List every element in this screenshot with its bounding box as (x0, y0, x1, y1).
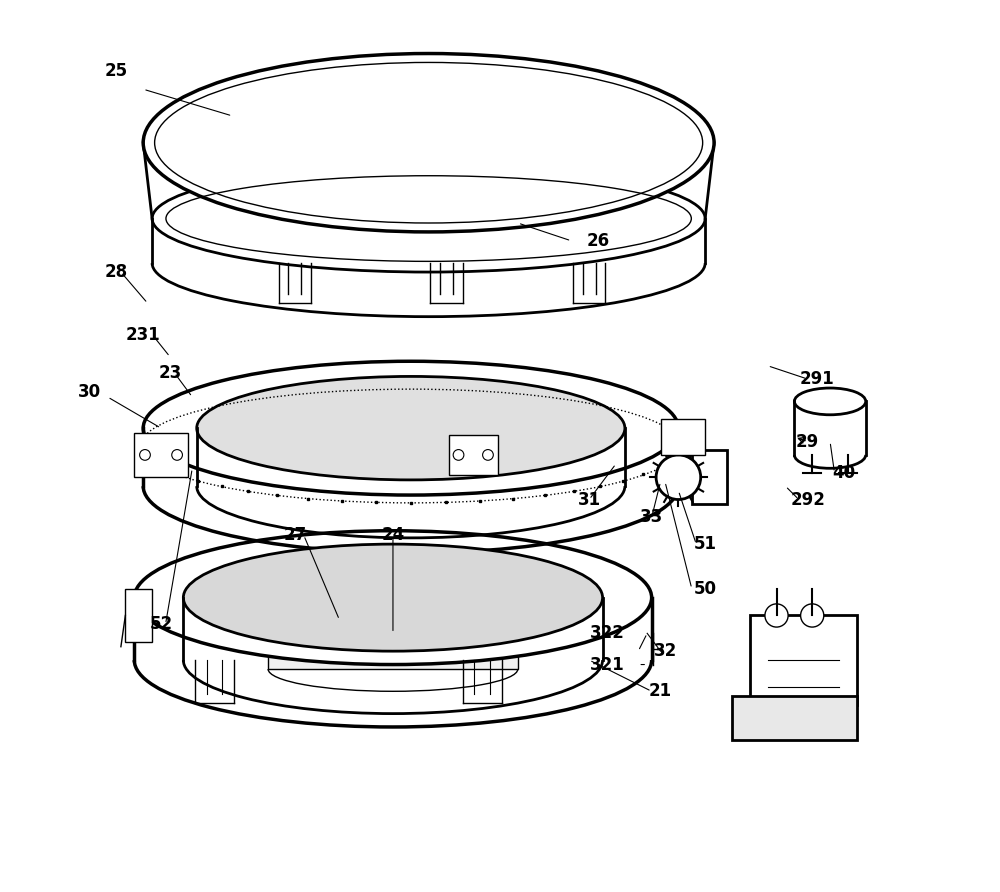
Text: 21: 21 (649, 682, 672, 700)
Circle shape (656, 455, 701, 500)
Ellipse shape (197, 376, 625, 480)
Ellipse shape (183, 544, 603, 651)
Text: 26: 26 (587, 232, 610, 250)
Text: 322: 322 (590, 624, 624, 642)
Text: 52: 52 (149, 615, 173, 633)
Text: 231: 231 (126, 326, 161, 343)
Bar (732, 696, 857, 740)
Circle shape (765, 604, 788, 627)
Text: 32: 32 (653, 642, 677, 660)
Text: 321: 321 (590, 656, 624, 673)
Bar (268, 607, 518, 669)
Text: 50: 50 (694, 580, 717, 598)
Circle shape (483, 450, 493, 460)
Bar (661, 419, 705, 455)
Ellipse shape (134, 531, 652, 665)
Bar (750, 615, 857, 705)
Ellipse shape (794, 388, 866, 415)
Bar (134, 433, 188, 477)
Text: 27: 27 (283, 526, 306, 544)
Bar (692, 450, 727, 504)
Text: 30: 30 (78, 384, 101, 401)
Text: 292: 292 (790, 491, 825, 508)
Text: 28: 28 (105, 263, 128, 281)
Text: 29: 29 (796, 433, 819, 450)
Text: 23: 23 (158, 364, 182, 382)
Text: 33: 33 (640, 508, 663, 526)
Text: 40: 40 (832, 464, 855, 482)
Text: 51: 51 (694, 535, 717, 553)
Text: 25: 25 (105, 62, 128, 80)
Ellipse shape (152, 165, 705, 272)
Circle shape (453, 450, 464, 460)
Text: 24: 24 (381, 526, 405, 544)
Circle shape (172, 450, 182, 460)
Circle shape (140, 450, 150, 460)
Text: 291: 291 (799, 370, 834, 388)
Ellipse shape (143, 361, 678, 495)
Text: 31: 31 (578, 491, 601, 508)
Ellipse shape (143, 54, 714, 232)
Circle shape (801, 604, 824, 627)
Bar (449, 435, 498, 475)
Bar (125, 589, 152, 642)
